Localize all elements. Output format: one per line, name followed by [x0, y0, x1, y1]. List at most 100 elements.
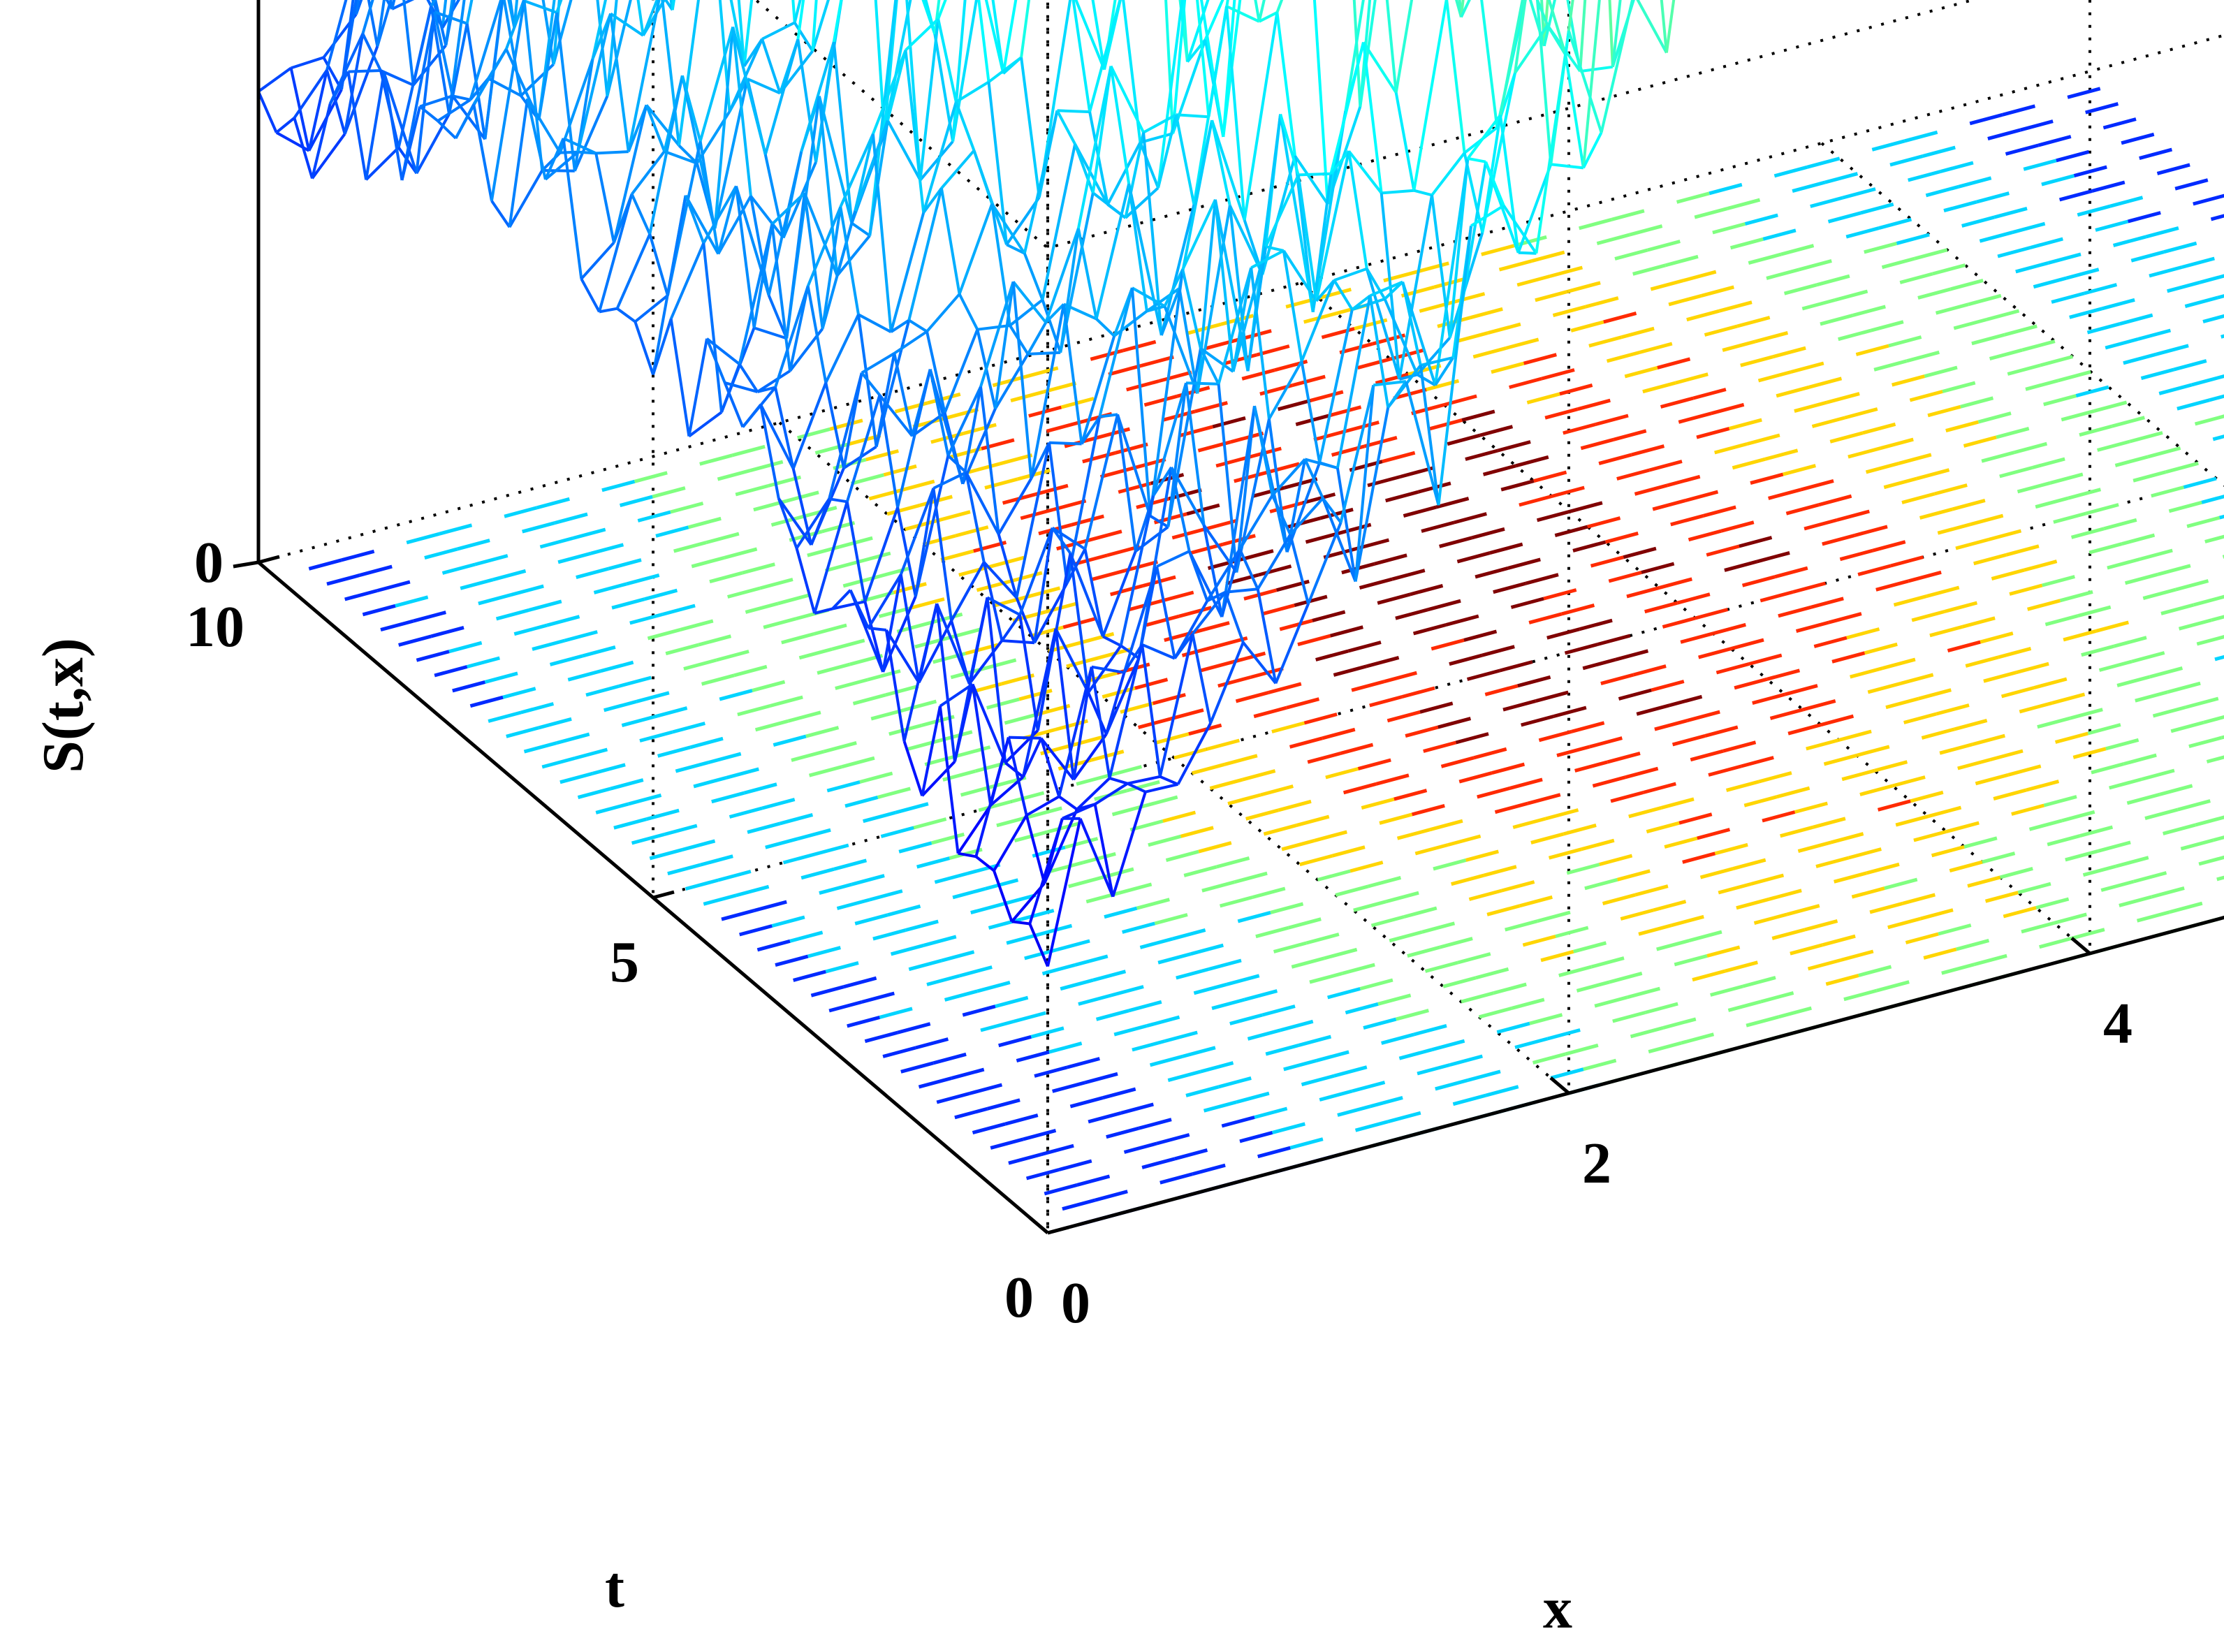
surface-line-x	[490, 0, 526, 201]
surface-line-t	[257, 91, 278, 133]
contour-segment	[1776, 385, 1810, 398]
surface-line-t	[339, 0, 355, 90]
surface-line-x	[634, 294, 669, 323]
contour-segment	[1686, 710, 1720, 723]
contour-segment	[2111, 416, 2145, 428]
contour-segment	[1670, 914, 1704, 928]
contour-segment	[2159, 784, 2193, 796]
contour-segment	[1648, 460, 1683, 472]
contour-segment	[1410, 583, 1444, 597]
contour-segment	[1764, 448, 1799, 461]
contour-segment	[1501, 880, 1535, 893]
contour-segment	[1660, 396, 1694, 409]
contour-segment	[1778, 605, 1812, 618]
surface-line-t	[472, 104, 493, 201]
contour-segment	[1185, 1085, 1220, 1097]
contour-segment	[1515, 455, 1549, 468]
contour-segment	[1611, 209, 1645, 221]
contour-segment	[1095, 1009, 1129, 1021]
contour-segment	[826, 780, 861, 793]
contour-segment	[1598, 453, 1632, 466]
contour-segment	[1597, 634, 1631, 646]
contour-segment	[1848, 847, 1882, 860]
contour-segment	[1437, 717, 1472, 729]
contour-segment	[2178, 618, 2212, 631]
contour-segment	[825, 960, 859, 974]
contour-segment	[1247, 1028, 1281, 1041]
surface-line-x	[729, 0, 746, 67]
contour-segment	[2039, 936, 2072, 949]
contour-segment	[1840, 949, 1874, 962]
contour-segment	[882, 1046, 916, 1058]
surface-line-t	[937, 18, 958, 103]
contour-segment	[1368, 875, 1402, 889]
contour-segment	[1313, 429, 1347, 441]
contour-segment	[2203, 715, 2224, 724]
surface-line-x	[488, 77, 522, 97]
contour-segment	[2145, 226, 2179, 239]
surface-line-x	[759, 404, 795, 469]
contour-segment	[2042, 575, 2075, 587]
contour-segment	[1280, 1019, 1314, 1032]
contour-segment	[1004, 1113, 1039, 1126]
contour-segment	[1913, 830, 1947, 842]
contour-segment	[1636, 703, 1670, 716]
contour-segment	[842, 575, 877, 588]
contour-segment	[1333, 664, 1367, 677]
contour-segment	[1882, 657, 1916, 671]
contour-segment	[634, 471, 668, 483]
contour-segment	[1375, 773, 1410, 786]
contour-segment	[2084, 283, 2118, 295]
contour-segment	[1566, 863, 1600, 875]
contour-segment	[1429, 819, 1463, 832]
contour-segment	[1455, 331, 1488, 344]
contour-segment	[1226, 974, 1260, 986]
contour-segment	[1535, 690, 1569, 703]
contour-segment	[1650, 279, 1684, 291]
contour-segment	[1728, 418, 1762, 431]
contour-segment	[2024, 560, 2058, 572]
contour-segment	[2068, 488, 2102, 500]
surface-line-x	[724, 381, 758, 393]
contour-segment	[1815, 856, 1850, 868]
surface-line-x	[642, 0, 666, 36]
contour-segment	[1271, 721, 1305, 733]
contour-segment	[1491, 762, 1526, 775]
contour-segment	[1451, 292, 1486, 305]
contour-segment	[1983, 671, 2017, 683]
surface-line-x	[872, 50, 907, 135]
contour-segment	[2141, 768, 2175, 781]
surface-line-x	[542, 169, 575, 173]
contour-segment	[1076, 1174, 1111, 1187]
contour-segment	[1139, 937, 1173, 949]
contour-segment	[1065, 837, 1099, 849]
contour-segment	[631, 833, 665, 845]
surface-line-t	[508, 98, 529, 228]
surface-line-x	[444, 0, 454, 46]
contour-segment	[1864, 241, 1898, 254]
surface-line-t	[367, 0, 379, 47]
contour-segment	[1609, 971, 1643, 984]
contour-segment	[1746, 1015, 1780, 1028]
contour-segment	[1523, 353, 1557, 365]
contour-segment	[1040, 1143, 1074, 1157]
contour-segment	[721, 909, 755, 921]
contour-segment	[1696, 427, 1730, 439]
contour-segment	[1901, 492, 1936, 504]
surface-line-t	[749, 196, 770, 295]
contour-segment	[1004, 712, 1038, 725]
contour-segment	[1283, 1058, 1317, 1072]
surface-line-t	[343, 33, 365, 135]
contour-segment	[1743, 795, 1778, 807]
contour-segment	[1481, 244, 1515, 256]
surface-line-x	[508, 170, 543, 228]
contour-segment	[955, 525, 989, 538]
contour-segment	[1938, 923, 1972, 936]
contour-segment	[488, 710, 522, 723]
contour-segment	[1582, 657, 1616, 671]
contour-segment	[1537, 910, 1571, 923]
contour-segment	[2217, 294, 2224, 300]
contour-segment	[1698, 647, 1732, 659]
contour-segment	[1439, 536, 1473, 548]
contour-segment	[1711, 402, 1745, 416]
